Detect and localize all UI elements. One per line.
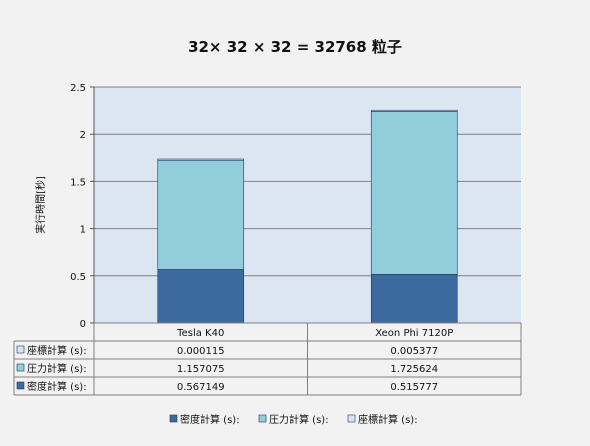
table-row-label: 座標計算 (s): <box>27 344 87 357</box>
legend-key <box>169 414 178 423</box>
legend-label: 座標計算 (s): <box>358 413 418 426</box>
table-value-cell: 1.157075 <box>177 364 225 375</box>
table-value-cell: 0.567149 <box>177 382 225 393</box>
table-value-cell: 0.005377 <box>390 346 438 357</box>
y-tick-label: 1 <box>80 225 86 236</box>
y-tick-label: 2.5 <box>70 83 86 94</box>
bar-segment <box>157 158 245 161</box>
table-row-label: 圧力計算 (s): <box>27 362 87 375</box>
legend-key <box>16 381 25 390</box>
bar-segment <box>157 159 245 270</box>
bar-segment <box>370 111 458 275</box>
chart-title: 32× 32 × 32 = 32768 粒子 <box>188 38 402 56</box>
bar-segment <box>157 269 245 324</box>
legend-key <box>16 363 25 372</box>
legend-label: 密度計算 (s): <box>180 413 240 426</box>
legend-label: 圧力計算 (s): <box>269 413 329 426</box>
table-header-cell: Xeon Phi 7120P <box>375 328 453 339</box>
table-header-cell: Tesla K40 <box>176 328 224 339</box>
legend-key <box>16 345 25 354</box>
y-tick-label: 0 <box>80 319 86 330</box>
table-value-cell: 0.000115 <box>177 346 225 357</box>
bar-segment <box>370 109 458 112</box>
y-tick-label: 1.5 <box>70 177 86 188</box>
y-tick-label: 2 <box>80 130 86 141</box>
table-row-label: 密度計算 (s): <box>27 380 87 393</box>
legend-key <box>347 414 356 423</box>
table-value-cell: 0.515777 <box>390 382 438 393</box>
table-value-cell: 1.725624 <box>390 364 438 375</box>
legend-key <box>258 414 267 423</box>
y-axis-label: 実行時間[秒] <box>34 176 47 234</box>
y-tick-label: 0.5 <box>70 272 86 283</box>
bar-segment <box>370 274 458 324</box>
